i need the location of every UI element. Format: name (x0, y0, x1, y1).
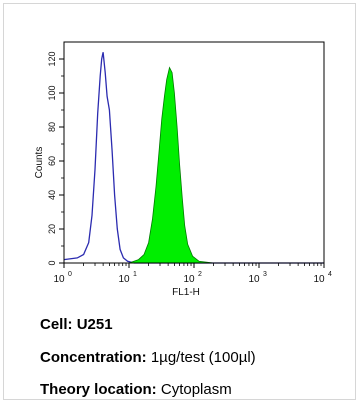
x-tick-exponent: 4 (328, 271, 332, 278)
y-tick-label: 60 (47, 156, 57, 166)
series-0-outline-histogram (63, 52, 324, 264)
cell-line-info: Cell: U251 (40, 316, 113, 333)
cell-label: Cell: (40, 316, 73, 333)
y-tick-label: 80 (47, 122, 57, 132)
y-tick-label: 40 (47, 190, 57, 200)
concentration-info: Concentration: 1µg/test (100µl) (40, 349, 256, 366)
cell-value: U251 (76, 316, 113, 333)
figure-panel: 10 0 10 1 10 2 10 3 10 4 0 20 40 60 80 100 120 FL1-H Count… (3, 3, 356, 400)
x-tick-label: 10 (118, 274, 130, 285)
x-tick-exponent: 0 (68, 271, 72, 278)
theory-location-info: Theory location: Cytoplasm (40, 381, 232, 398)
x-tick-label: 10 (183, 274, 195, 285)
y-tick-label: 120 (47, 51, 57, 66)
theory-location-label: Theory location: (40, 381, 157, 398)
concentration-value: 1µg/test (100µl) (150, 349, 256, 366)
concentration-label: Concentration: (40, 349, 147, 366)
y-tick-label: 0 (47, 260, 57, 265)
series-1-filled-histogram (64, 66, 324, 264)
x-tick-exponent: 3 (263, 271, 267, 278)
y-tick-label: 20 (47, 224, 57, 234)
x-tick-label: 10 (53, 274, 65, 285)
y-tick-label: 100 (47, 85, 57, 100)
flow-histogram-chart: 10 0 10 1 10 2 10 3 10 4020406080100120FL1-HCount… (34, 41, 332, 298)
x-axis-label: FL1-H (172, 287, 200, 298)
x-tick-label: 10 (313, 274, 325, 285)
theory-location-value: Cytoplasm (160, 381, 232, 398)
x-tick-exponent: 2 (198, 271, 202, 278)
x-tick-label: 10 (248, 274, 260, 285)
y-axis-label: Counts (34, 147, 45, 179)
plot-frame (63, 41, 325, 264)
x-tick-exponent: 1 (133, 271, 137, 278)
